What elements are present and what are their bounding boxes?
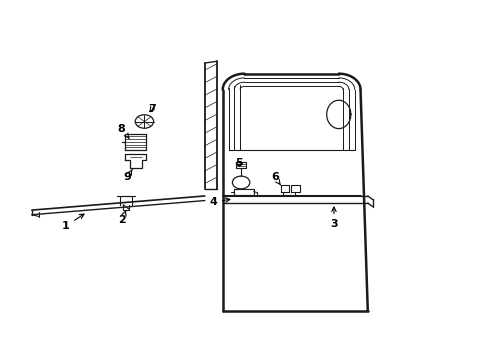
Text: 2: 2	[118, 211, 126, 225]
Text: 3: 3	[329, 207, 337, 229]
Text: 9: 9	[123, 170, 132, 182]
Text: 1: 1	[61, 214, 84, 231]
Text: 4: 4	[209, 197, 229, 207]
Text: 6: 6	[270, 172, 280, 185]
Text: 7: 7	[147, 104, 155, 114]
Text: 8: 8	[118, 123, 129, 139]
Text: 5: 5	[234, 158, 242, 168]
